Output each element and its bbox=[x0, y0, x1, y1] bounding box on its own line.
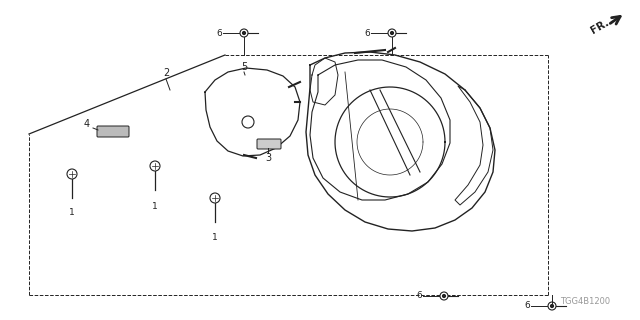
Circle shape bbox=[150, 161, 160, 171]
Text: 6: 6 bbox=[524, 301, 530, 310]
Text: 1: 1 bbox=[152, 202, 158, 211]
Circle shape bbox=[388, 29, 396, 37]
Circle shape bbox=[240, 29, 248, 37]
Circle shape bbox=[443, 295, 445, 297]
Text: 1: 1 bbox=[69, 208, 75, 217]
Text: 6: 6 bbox=[216, 28, 222, 37]
FancyBboxPatch shape bbox=[97, 126, 129, 137]
Circle shape bbox=[440, 292, 448, 300]
Text: FR.: FR. bbox=[589, 18, 611, 36]
Text: 6: 6 bbox=[364, 28, 370, 37]
FancyBboxPatch shape bbox=[257, 139, 281, 149]
Circle shape bbox=[210, 193, 220, 203]
Circle shape bbox=[243, 32, 245, 35]
Text: 4: 4 bbox=[84, 119, 90, 129]
Circle shape bbox=[67, 169, 77, 179]
Circle shape bbox=[390, 32, 394, 35]
Circle shape bbox=[242, 116, 254, 128]
Circle shape bbox=[550, 305, 554, 308]
Text: 6: 6 bbox=[416, 292, 422, 300]
Text: 2: 2 bbox=[163, 68, 169, 78]
Text: TGG4B1200: TGG4B1200 bbox=[560, 298, 610, 307]
Text: 5: 5 bbox=[241, 62, 247, 72]
Text: 3: 3 bbox=[265, 153, 271, 163]
Circle shape bbox=[548, 302, 556, 310]
Text: 1: 1 bbox=[212, 233, 218, 242]
